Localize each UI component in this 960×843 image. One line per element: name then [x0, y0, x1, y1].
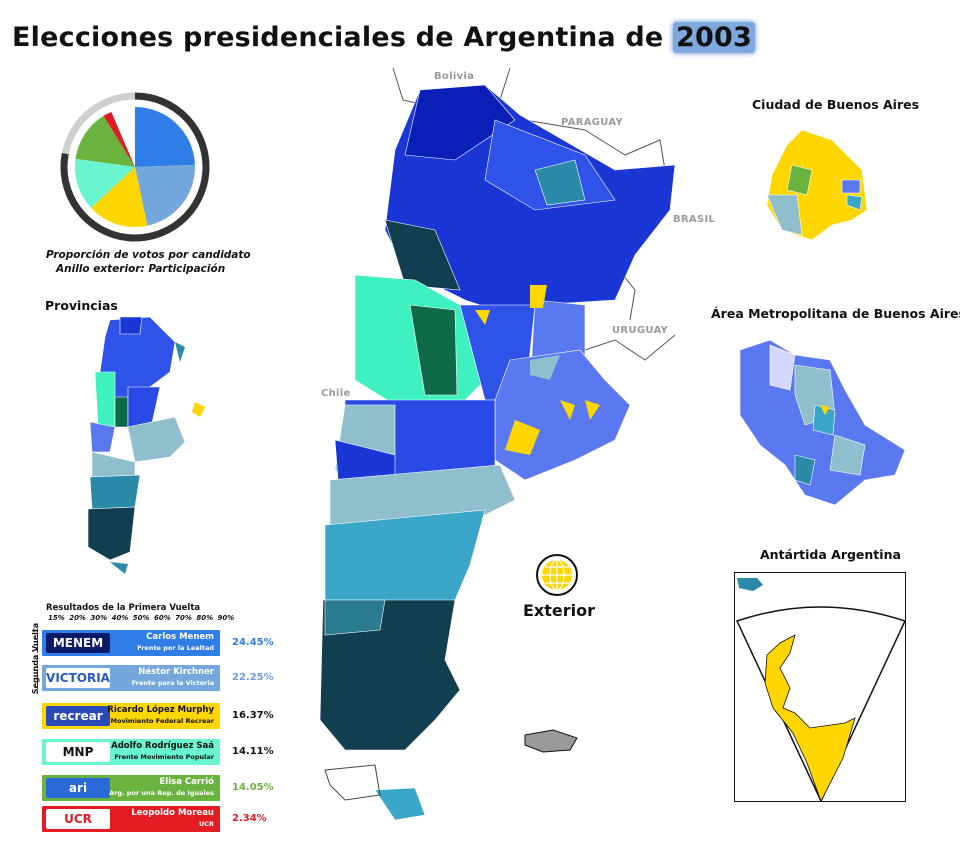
- caba-title: Ciudad de Buenos Aires: [752, 97, 920, 112]
- pie-slice-0: [135, 107, 195, 167]
- malvinas-islands: [524, 729, 578, 753]
- candidate-row: MENEM Carlos Menem Frente por la Lealtad: [42, 630, 220, 656]
- candidate-party: Arg. por una Rep. de Iguales: [109, 789, 214, 797]
- exterior-label: Exterior: [523, 601, 596, 620]
- candidate-party: Frente Movimiento Popular: [114, 753, 214, 761]
- country-label-brasil: BRASIL: [673, 214, 716, 225]
- region-buenos-aires: [494, 349, 631, 481]
- candidate-logo: recrear: [46, 706, 110, 726]
- candidate-row: recrear Ricardo López Murphy Movimiento Fe…: [42, 703, 220, 729]
- country-label-chile: Chile: [321, 388, 351, 399]
- candidate-percentage: 22.25%: [232, 672, 274, 683]
- results-scale: 15% 20% 30% 40% 50% 60% 70% 80% 90%: [48, 614, 235, 622]
- region-chubut: [324, 509, 486, 606]
- candidate-percentage: 2.34%: [232, 813, 267, 824]
- candidate-logo: VICTORIA: [46, 668, 110, 688]
- results-title: Resultados de la Primera Vuelta: [46, 603, 201, 613]
- turnout-ring: [60, 92, 210, 242]
- pie-caption-2: Anillo exterior: Participación: [56, 263, 226, 275]
- candidate-row: ari Elisa Carrió Arg. por una Rep. de Igua…: [42, 775, 220, 801]
- pie-outline: [72, 104, 198, 230]
- candidate-percentage: 14.05%: [232, 782, 274, 793]
- candidate-row: VICTORIA Néstor Kirchner Frente para la Vi…: [42, 665, 220, 691]
- exterior-globe-icon: [536, 554, 578, 596]
- pie-slice-5: [103, 111, 135, 167]
- title-text: Elecciones presidenciales de Argentina d…: [12, 22, 674, 53]
- candidate-party: Frente para la Victoria: [131, 679, 214, 687]
- turnout-ring-arc: [60, 92, 210, 242]
- antarctica-map: [735, 578, 907, 803]
- country-label-uruguay: URUGUAY: [612, 325, 669, 336]
- candidate-party: Movimiento Federal Recrear: [110, 717, 214, 725]
- page-title: Elecciones presidenciales de Argentina d…: [12, 22, 755, 53]
- caba-map: [766, 129, 868, 241]
- provinces-map: [87, 316, 205, 574]
- candidate-name: Carlos Menem: [146, 632, 214, 642]
- antarctica-title: Antártida Argentina: [760, 547, 901, 562]
- candidate-row: UCR Leopoldo Moreau UCR: [42, 806, 220, 832]
- candidate-name: Leopoldo Moreau: [131, 808, 214, 818]
- argentina-main-map: [319, 67, 676, 821]
- candidate-logo: ari: [46, 778, 110, 798]
- candidate-party: UCR: [198, 820, 214, 828]
- country-label-paraguay: PARAGUAY: [561, 117, 624, 128]
- pie-caption-1: Proporción de votos por candidato: [46, 249, 251, 261]
- candidate-logo: UCR: [46, 809, 110, 829]
- ballotage-divider: [37, 624, 38, 694]
- pie-slice-6: [111, 107, 135, 167]
- region-santa-cruz: [319, 599, 461, 751]
- candidate-row: MNP Adolfo Rodríguez Saá Frente Movimiento…: [42, 739, 220, 765]
- region-tierra-del-fuego: [374, 787, 426, 821]
- amba-map: [739, 339, 906, 506]
- candidate-name: Adolfo Rodríguez Saá: [111, 741, 214, 751]
- candidate-party: Frente por la Lealtad: [137, 644, 214, 652]
- amba-title: Área Metropolitana de Buenos Aires: [711, 306, 960, 321]
- candidate-logo: MENEM: [46, 633, 110, 653]
- country-label-bolivia: Bolivia: [434, 71, 475, 82]
- title-year: 2003: [673, 22, 755, 53]
- pie-slices: [72, 104, 198, 230]
- pie-slice-4: [75, 115, 135, 167]
- candidate-percentage: 24.45%: [232, 637, 274, 648]
- pie-slice-3: [75, 158, 135, 208]
- ballotage-indicator: Segunda Vuelta: [20, 623, 40, 694]
- candidate-name: Néstor Kirchner: [138, 667, 214, 677]
- candidate-logo: MNP: [46, 742, 110, 762]
- pie-slice-1: [135, 164, 195, 226]
- pie-slice-2: [91, 167, 148, 228]
- antarctica-inset: [734, 572, 907, 803]
- candidate-name: Ricardo López Murphy: [107, 705, 214, 715]
- ballotage-label: Segunda Vuelta: [31, 622, 41, 695]
- candidate-name: Elisa Carrió: [159, 777, 215, 787]
- vote-share-pie: [60, 92, 210, 242]
- candidate-percentage: 14.11%: [232, 746, 274, 757]
- candidate-percentage: 16.37%: [232, 710, 274, 721]
- provinces-title: Provincias: [45, 298, 118, 313]
